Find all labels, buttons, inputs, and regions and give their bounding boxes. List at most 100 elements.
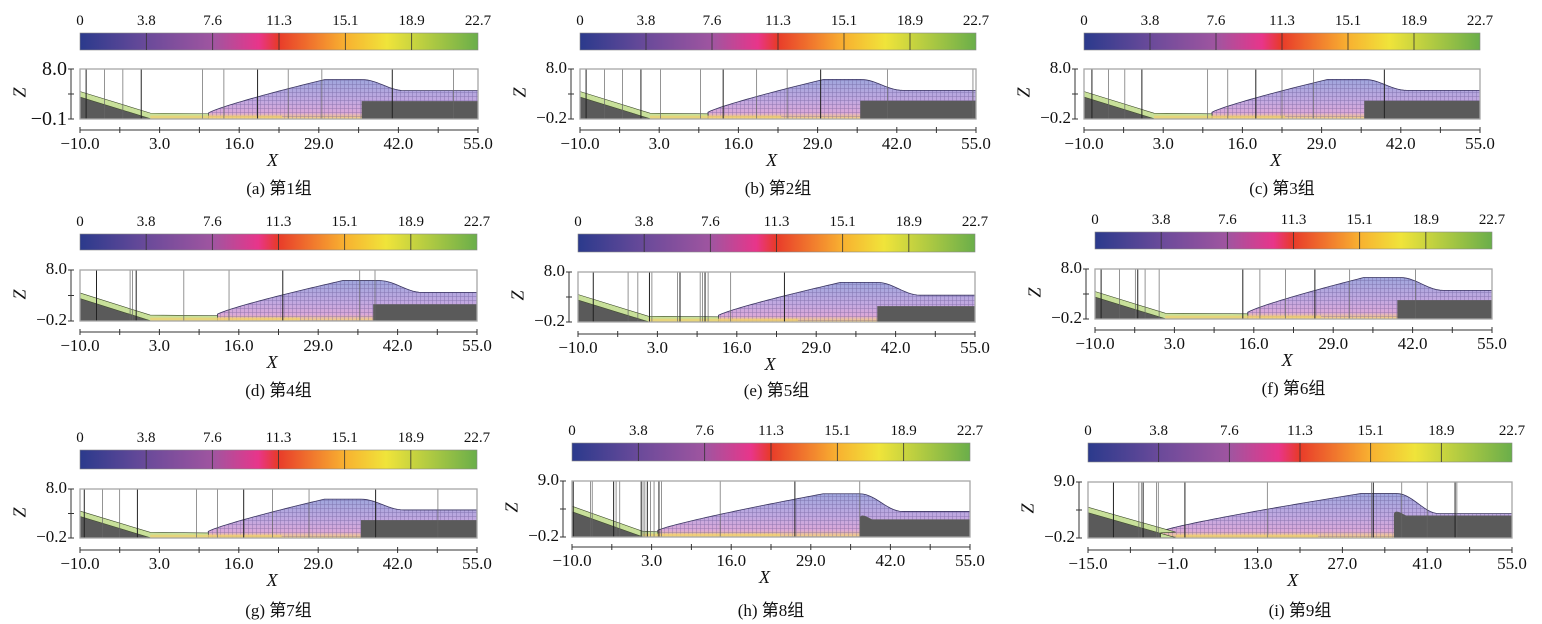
- x-tick-label: −15.0: [1068, 554, 1108, 573]
- colorbar-tick-label: 15.1: [1357, 423, 1384, 439]
- plot-border: [1083, 68, 1481, 120]
- bed-high-velocity-zone: [150, 534, 282, 538]
- colorbar-tick-label: 11.3: [1269, 13, 1295, 29]
- x-tick-label: 29.0: [795, 551, 826, 570]
- x-tick-label: 55.0: [1497, 554, 1527, 573]
- free-surface-line: [657, 493, 970, 537]
- plot-border: [79, 488, 478, 539]
- panel-i: [1076, 442, 1513, 553]
- x-tick-label: 42.0: [382, 336, 413, 355]
- x-tick-label: 16.0: [223, 336, 254, 355]
- z-axis-title: Z: [1013, 87, 1034, 98]
- colorbar-tick-label: 22.7: [463, 430, 491, 446]
- panel-caption: (c) 第3组: [1249, 179, 1315, 198]
- panel-caption: (g) 第7组: [245, 601, 312, 620]
- colorbar-tick-label: 3.8: [136, 13, 156, 29]
- x-tick-label: 3.0: [148, 134, 171, 153]
- z-axis-title: Z: [1017, 503, 1038, 514]
- colorbar-tick-label: 0: [576, 13, 584, 29]
- colorbar-tick-label: 7.6: [202, 214, 222, 230]
- colorbar-tick-label: 7.6: [202, 430, 222, 446]
- panel-caption: (b) 第2组: [744, 179, 812, 198]
- free-surface-line: [718, 281, 975, 322]
- colorbar-tick-label: 0: [76, 430, 84, 446]
- colorbar-tick-label: 11.3: [1280, 212, 1307, 228]
- colorbar-tick-label: 3.8: [136, 214, 156, 230]
- panel-caption: (a) 第1组: [246, 179, 312, 198]
- x-axis-title: X: [764, 354, 776, 374]
- x-tick-label: 16.0: [1227, 134, 1258, 153]
- x-tick-label: 41.0: [1412, 554, 1443, 573]
- plot-border: [577, 271, 976, 323]
- colorbar-tick-label: 15.1: [829, 214, 856, 230]
- x-tick-label: 55.0: [462, 336, 492, 355]
- colorbar-tick-label: 7.6: [1219, 423, 1239, 439]
- downstream-step-ground: [859, 515, 970, 537]
- bed-high-velocity-zone: [150, 317, 300, 321]
- colorbar-tick-label: 0: [1084, 423, 1092, 439]
- x-tick-label: 55.0: [961, 134, 991, 153]
- x-axis-title: X: [759, 567, 771, 587]
- x-tick-label: 16.0: [716, 551, 747, 570]
- z-tick-label: −0.1: [30, 108, 67, 130]
- colorbar-tick-label: 3.8: [636, 13, 656, 29]
- colorbar-tick-label: 7.6: [702, 13, 722, 29]
- colorbar-tick-label: 15.1: [1334, 13, 1362, 29]
- free-surface-line: [1160, 493, 1512, 538]
- downstream-step-ground: [860, 100, 976, 119]
- z-tick-label: −0.2: [36, 310, 67, 329]
- x-tick-label: −10.0: [60, 134, 100, 153]
- colorbar-tick-label: 15.1: [824, 423, 851, 439]
- x-axis-title: X: [266, 352, 278, 372]
- colorbar-tick-label: 11.3: [758, 423, 784, 439]
- x-tick-label: 29.0: [1318, 334, 1349, 353]
- x-tick-label: 42.0: [880, 338, 911, 357]
- z-tick-label: 8.0: [543, 261, 565, 280]
- colorbar-tick-label: 3.8: [634, 214, 654, 230]
- free-surface-line: [208, 79, 478, 119]
- z-axis-title: Z: [9, 506, 30, 518]
- x-tick-label: −1.0: [1157, 554, 1189, 573]
- free-surface-line: [707, 78, 976, 119]
- panel-f: [1083, 231, 1493, 333]
- x-axis-title: X: [1287, 570, 1299, 590]
- z-tick-label: −0.2: [536, 108, 567, 127]
- x-tick-label: 55.0: [960, 338, 990, 357]
- z-axis-title: Z: [501, 502, 522, 513]
- x-tick-label: 55.0: [1465, 134, 1495, 153]
- colorbar-tick-label: 18.9: [890, 423, 917, 439]
- x-tick-label: 42.0: [1397, 334, 1428, 353]
- panel-g: [68, 449, 478, 553]
- z-tick-label: −0.2: [1040, 108, 1071, 127]
- x-tick-label: −10.0: [552, 551, 592, 570]
- colorbar-tick-label: 18.9: [895, 214, 922, 230]
- colorbar-tick-label: 11.3: [265, 214, 292, 230]
- x-tick-label: 29.0: [303, 336, 334, 355]
- colorbar-tick-label: 0: [574, 214, 582, 230]
- plot-border: [1094, 268, 1493, 320]
- z-tick-label: 8.0: [1060, 258, 1082, 277]
- x-axis-title: X: [1270, 150, 1282, 170]
- z-tick-label: 8.0: [45, 478, 67, 497]
- colorbar-tick-label: 18.9: [1428, 423, 1455, 439]
- colorbar-tick-label: 11.3: [765, 13, 791, 29]
- colorbar-tick-label: 11.3: [1287, 423, 1313, 439]
- z-tick-label: −0.2: [1051, 308, 1082, 327]
- x-tick-label: 55.0: [955, 551, 985, 570]
- downstream-step-ground: [1393, 511, 1512, 538]
- free-surface-line: [207, 498, 477, 538]
- colorbar-tick-label: 15.1: [331, 214, 358, 230]
- z-axis-title: Z: [1024, 287, 1045, 298]
- x-tick-label: −10.0: [1075, 334, 1115, 353]
- colorbar-tick-label: 0: [76, 214, 84, 230]
- x-tick-label: 16.0: [223, 554, 254, 573]
- colorbar-tick-label: 0: [76, 13, 84, 29]
- colorbar-tick-label: 22.7: [464, 13, 492, 29]
- plot-border: [1087, 481, 1513, 539]
- x-tick-label: 3.0: [148, 554, 171, 573]
- x-tick-label: −10.0: [560, 134, 600, 153]
- x-tick-label: 42.0: [383, 134, 414, 153]
- x-tick-label: 3.0: [1152, 134, 1174, 153]
- colorbar-tick-label: 7.6: [695, 423, 715, 439]
